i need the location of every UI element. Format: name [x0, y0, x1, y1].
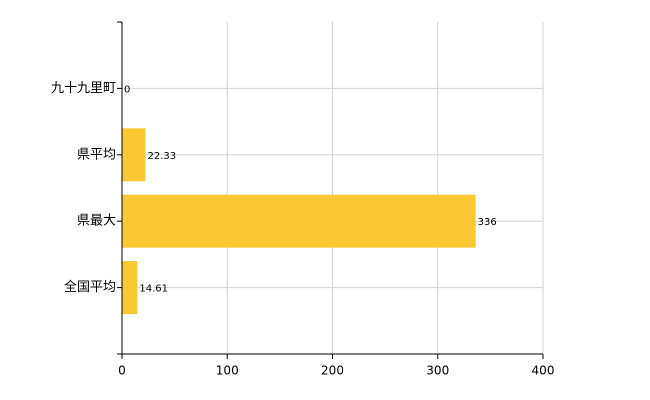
bar: [122, 128, 146, 182]
x-tick-label: 0: [118, 364, 126, 378]
value-label: 22.33: [148, 151, 177, 162]
x-tick-label: 400: [532, 364, 555, 378]
x-tick-label: 300: [426, 364, 449, 378]
bar: [122, 194, 476, 248]
bar: [122, 261, 138, 315]
value-label: 14.61: [139, 284, 168, 295]
y-tick-label: 全国平均: [64, 279, 116, 295]
x-tick-label: 200: [321, 364, 344, 378]
value-label: 0: [124, 84, 130, 95]
value-label: 336: [478, 217, 497, 228]
y-tick-label: 九十九里町: [51, 81, 116, 96]
x-tick-label: 100: [216, 364, 239, 378]
y-tick-label: 県最大: [77, 214, 116, 229]
y-tick-label: 県平均: [77, 147, 116, 162]
